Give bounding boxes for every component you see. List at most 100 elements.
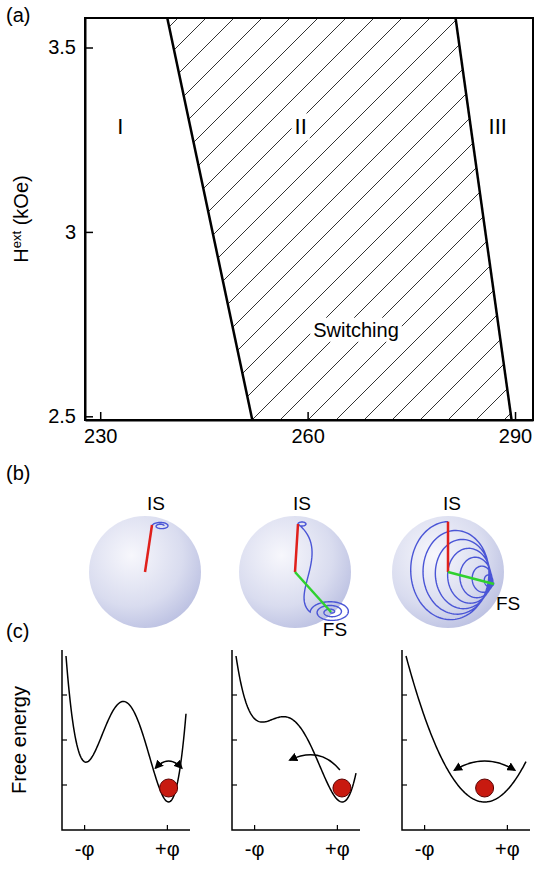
energy-axis-tick <box>232 694 237 695</box>
phi-tick <box>167 825 168 830</box>
sphere-panel: IS <box>89 493 201 628</box>
state-label: IS <box>147 493 165 514</box>
annotations: IIIIIISwitching <box>114 113 510 341</box>
x-axis: 230 260 290 <box>84 412 533 447</box>
energy-panel: -φ +φ <box>62 650 190 860</box>
motion-arrow <box>156 761 182 768</box>
panel-label: (a) <box>6 4 30 26</box>
trajectory <box>152 522 168 528</box>
x-tick: 290 <box>499 412 532 447</box>
state-ball <box>476 779 494 797</box>
state-ball <box>160 779 178 797</box>
sphere-panel: IS FS <box>239 493 351 640</box>
trajectory <box>411 522 494 620</box>
motion-arrow <box>455 761 515 770</box>
y-axis-title: Hext (kOe) <box>9 175 33 262</box>
energy-curve <box>66 656 186 802</box>
final-state-vector <box>295 572 331 612</box>
sphere <box>89 516 201 628</box>
region-label: III <box>489 114 507 139</box>
y-tick: 3 <box>65 221 93 243</box>
boundary-line <box>167 18 252 420</box>
y-axis-title-part: ext <box>9 230 24 248</box>
phi-tick <box>424 825 425 830</box>
energy-axis-tick <box>402 694 407 695</box>
label-patch <box>310 318 402 342</box>
initial-state-vector <box>295 524 298 572</box>
boundary-line <box>456 18 512 420</box>
x-tick-label: 260 <box>291 425 324 447</box>
energy-axis-tick <box>62 694 67 695</box>
region-label: I <box>117 114 123 139</box>
label-patch <box>292 113 310 140</box>
y-tick-mark <box>85 232 93 234</box>
state-ball <box>333 779 351 797</box>
energy-panel: -φ +φ <box>232 650 360 860</box>
energy-axes <box>402 650 530 830</box>
x-tick-label: 230 <box>84 425 117 447</box>
y-axis-title-part: (kOe) <box>10 175 32 231</box>
x-axis-line <box>86 420 534 422</box>
phi-tick <box>84 825 85 830</box>
x-tick-mark <box>307 412 309 420</box>
energy-curve <box>236 656 356 802</box>
y-tick-label: 3.5 <box>48 36 76 58</box>
trajectory <box>298 522 348 620</box>
energy-axis-title: Free energy <box>8 686 30 794</box>
y-tick-label: 2.5 <box>48 405 76 427</box>
phi-tick <box>254 825 255 830</box>
y-axis: 2.5 3 3.5 <box>48 19 93 428</box>
region-label: Switching <box>313 319 399 341</box>
phi-tick <box>337 825 338 830</box>
label-patch <box>114 113 126 140</box>
state-label: IS <box>293 493 311 514</box>
switching-region <box>167 18 511 420</box>
phi-tick-label: +φ <box>325 838 350 860</box>
sphere <box>239 516 351 628</box>
phi-tick-label: -φ <box>245 838 265 860</box>
state-label: FS <box>323 619 347 640</box>
y-tick-mark <box>85 47 93 49</box>
label-patch <box>486 113 510 140</box>
phi-tick <box>507 825 508 830</box>
y-tick: 2.5 <box>48 405 93 427</box>
energy-axis-tick <box>402 784 407 785</box>
figure: (a)2302602902.533.5Hext (kOe)IIIIIISwitc… <box>0 0 550 877</box>
x-tick-label: 290 <box>499 425 532 447</box>
energy-axis-tick <box>232 784 237 785</box>
phi-tick-label: -φ <box>415 838 435 860</box>
panel-label: (b) <box>6 462 30 484</box>
y-tick-label: 3 <box>65 221 76 243</box>
y-axis-title-part: H <box>10 248 32 262</box>
energy-axis-tick <box>232 739 237 740</box>
initial-state-vector <box>447 522 450 572</box>
initial-state-vector <box>145 525 152 572</box>
state-label: IS <box>443 493 461 514</box>
final-state-vector <box>448 572 494 584</box>
motion-arrow <box>290 755 340 770</box>
energy-panel: -φ +φ <box>402 650 530 860</box>
region-label: II <box>295 114 307 139</box>
plot-area <box>167 18 511 420</box>
y-axis-line <box>85 19 87 421</box>
phi-tick-label: +φ <box>495 838 520 860</box>
energy-axes <box>62 650 190 830</box>
energy-curve <box>406 656 526 802</box>
energy-axes <box>232 650 360 830</box>
x-tick: 230 <box>84 412 117 447</box>
energy-axis-tick <box>62 739 67 740</box>
energy-axis-tick <box>62 784 67 785</box>
panel-label: (c) <box>6 620 29 642</box>
energy-axis-tick <box>402 739 407 740</box>
x-tick-mark <box>100 412 102 420</box>
y-tick-mark <box>85 416 93 418</box>
sphere-panel: IS FS <box>392 493 520 628</box>
x-tick-mark <box>515 412 517 420</box>
y-tick: 3.5 <box>48 36 93 58</box>
sphere <box>392 516 504 628</box>
state-label: FS <box>496 593 520 614</box>
x-tick: 260 <box>291 412 324 447</box>
plot-frame <box>85 18 533 420</box>
phi-tick-label: -φ <box>75 838 95 860</box>
phi-tick-label: +φ <box>155 838 180 860</box>
